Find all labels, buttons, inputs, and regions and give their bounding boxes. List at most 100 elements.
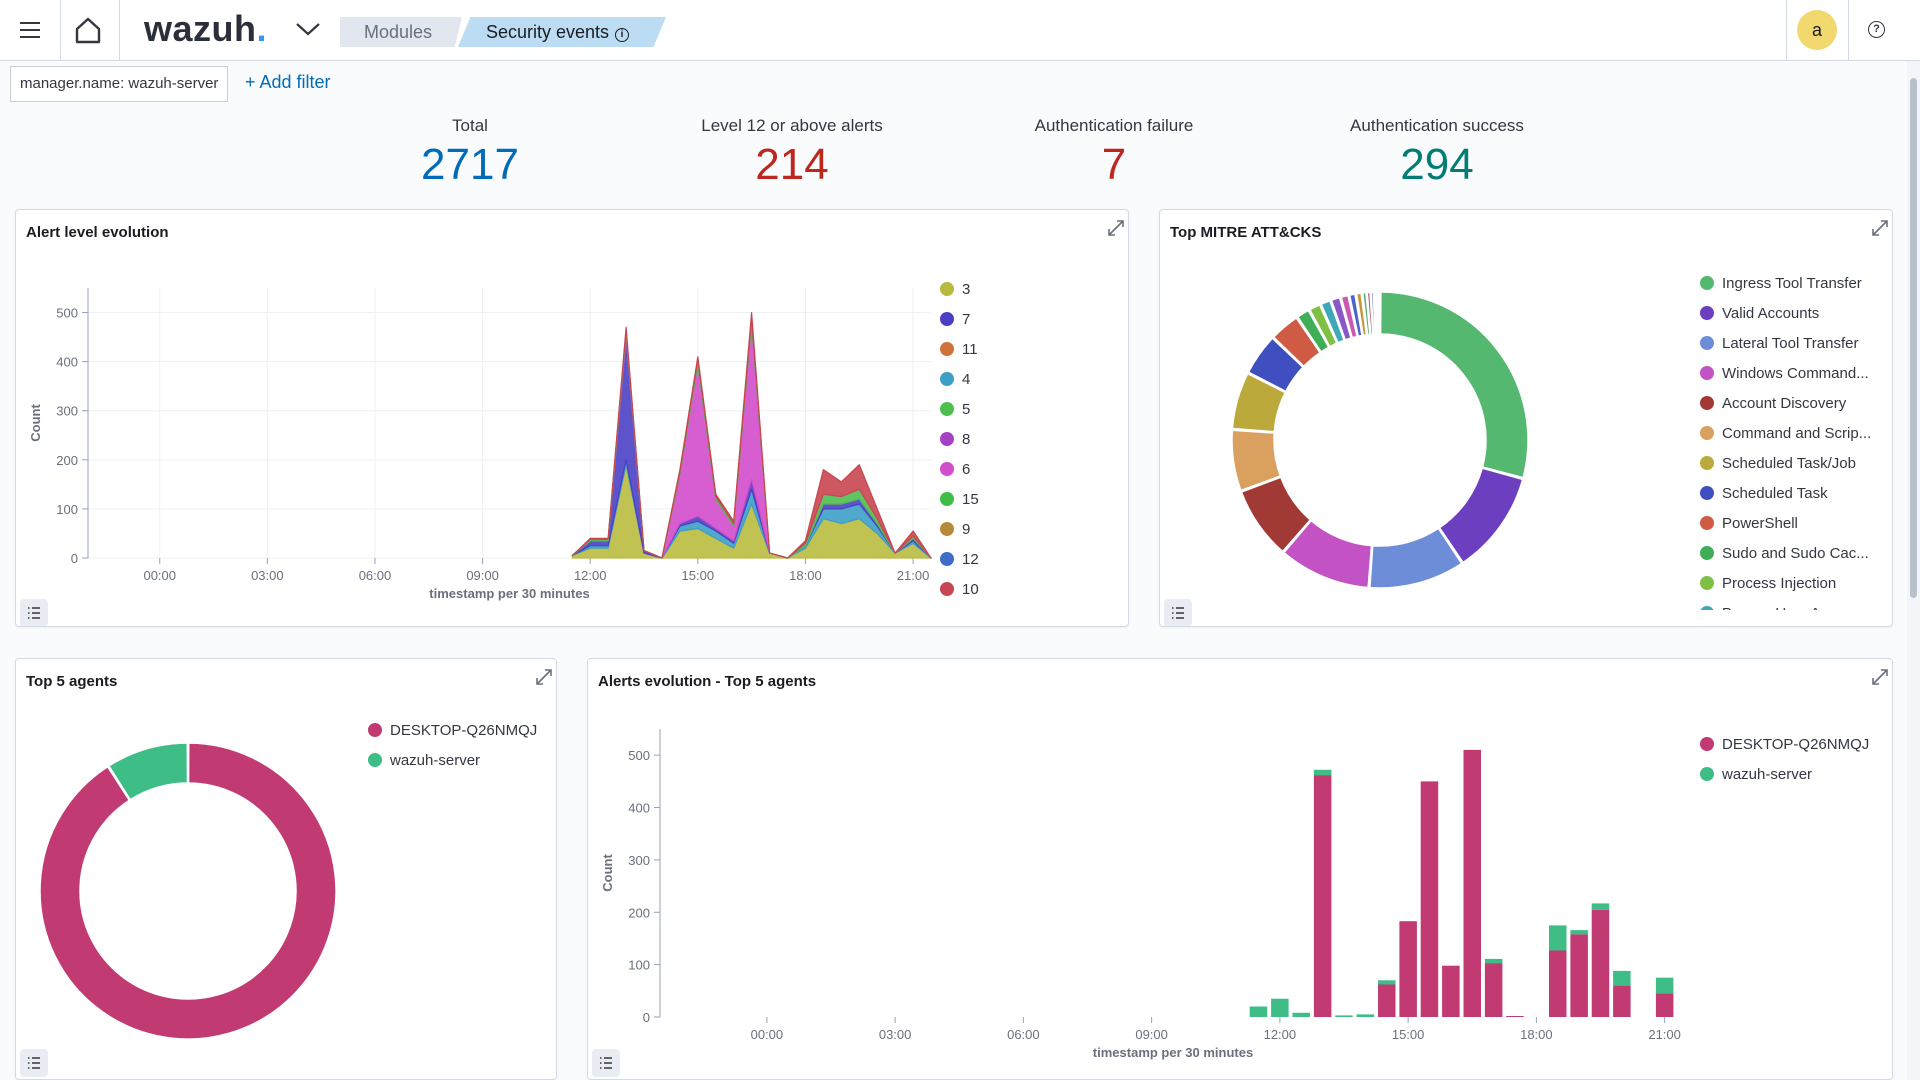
donut-slice-process-injection <box>1308 303 1338 348</box>
expand-icon[interactable] <box>1106 218 1126 238</box>
legend-item-level-8[interactable]: 8 <box>940 424 979 454</box>
panel-alerts-evolution-top-agents: Alerts evolution - Top 5 agents 0 100 200 3… <box>587 658 1893 1080</box>
breadcrumb-security-events[interactable]: Security events i <box>458 17 666 47</box>
expand-icon[interactable] <box>534 667 554 687</box>
legend-item-level-11[interactable]: 11 <box>940 334 979 364</box>
x-tick-label: 18:00 <box>1520 1027 1553 1042</box>
legend-item-mitre-8[interactable]: PowerShell <box>1700 508 1890 538</box>
x-tick-label: 00:00 <box>751 1027 784 1042</box>
expand-icon[interactable] <box>1870 218 1890 238</box>
legend-label: Bypass User Accou... <box>1722 605 1865 611</box>
legend-item-agent-wazuh-server[interactable]: wazuh-server <box>368 745 537 775</box>
bar-wazuh-server-1430 <box>1378 980 1396 985</box>
legend-item-mitre-5[interactable]: Command and Scrip... <box>1700 418 1890 448</box>
stat-value[interactable]: 214 <box>755 140 829 189</box>
bar-desktop-q26nmqj-1300 <box>1313 775 1332 1017</box>
help-icon[interactable]: ? <box>1868 21 1885 38</box>
legend-item-agent-wazuh-server[interactable]: wazuh-server <box>1700 759 1869 789</box>
info-icon[interactable]: i <box>615 28 630 42</box>
legend-item-mitre-9[interactable]: Sudo and Sudo Cac... <box>1700 538 1890 568</box>
bar-wazuh-server-1830 <box>1549 925 1567 951</box>
legend-toggle-icon[interactable] <box>1164 599 1192 626</box>
page-scrollbar-thumb[interactable] <box>1910 78 1917 598</box>
legend-label: Lateral Tool Transfer <box>1722 334 1859 352</box>
legend-item-level-9[interactable]: 9 <box>940 514 979 544</box>
x-tick-label: 21:00 <box>897 568 930 583</box>
stat-value[interactable]: 294 <box>1400 140 1474 189</box>
chevron-down-icon[interactable] <box>294 18 322 40</box>
legend-label: 12 <box>962 550 979 568</box>
legend-toggle-icon[interactable] <box>20 1049 48 1077</box>
legend-item-level-15[interactable]: 15 <box>940 484 979 514</box>
legend-label: Sudo and Sudo Cac... <box>1722 544 1869 562</box>
legend-toggle-icon[interactable] <box>592 1049 620 1077</box>
legend-color-dot <box>940 552 954 566</box>
bar-wazuh-server-2000 <box>1613 970 1631 986</box>
bar-wazuh-server-1400 <box>1356 1014 1375 1017</box>
top-agents-donut-chart <box>39 742 337 1040</box>
legend-item-mitre-4[interactable]: Account Discovery <box>1700 388 1890 418</box>
legend-item-mitre-1[interactable]: Valid Accounts <box>1700 298 1890 328</box>
donut-slice-other-3 <box>1348 293 1363 338</box>
expand-icon[interactable] <box>1870 667 1890 687</box>
legend-item-agent-desktop-q26nmqj[interactable]: DESKTOP-Q26NMQJ <box>368 715 537 745</box>
home-icon[interactable] <box>70 12 106 48</box>
x-tick-label: 15:00 <box>1392 1027 1425 1042</box>
legend-item-level-12[interactable]: 12 <box>940 544 979 574</box>
x-tick-label: 09:00 <box>1135 1027 1168 1042</box>
panel-title: Alerts evolution - Top 5 agents <box>598 673 817 690</box>
legend-color-dot <box>1700 336 1714 350</box>
legend-item-mitre-2[interactable]: Lateral Tool Transfer <box>1700 328 1890 358</box>
legend-label: 6 <box>962 460 971 478</box>
legend-item-mitre-6[interactable]: Scheduled Task/Job <box>1700 448 1890 478</box>
donut-slice-other-6 <box>1366 291 1374 336</box>
legend-color-dot <box>940 372 954 386</box>
bar-desktop-q26nmqj-1730 <box>1506 1016 1524 1017</box>
y-tick-label: 500 <box>56 306 78 321</box>
legend-item-level-4[interactable]: 4 <box>940 364 979 394</box>
legend-item-mitre-3[interactable]: Windows Command... <box>1700 358 1890 388</box>
legend-toggle-icon[interactable] <box>20 599 48 626</box>
legend-item-level-10[interactable]: 10 <box>940 574 979 604</box>
donut-slice-windows-command <box>1282 519 1373 589</box>
breadcrumb-modules[interactable]: Modules <box>340 17 462 47</box>
x-tick-label: 15:00 <box>682 568 715 583</box>
legend-label: PowerShell <box>1722 514 1798 532</box>
legend-color-dot <box>368 723 382 737</box>
stat-label: Level 12 or above alerts <box>701 116 883 135</box>
legend-item-agent-desktop-q26nmqj[interactable]: DESKTOP-Q26NMQJ <box>1700 729 1869 759</box>
breadcrumb-label: Security events <box>486 22 610 42</box>
user-avatar[interactable]: a <box>1797 10 1837 50</box>
legend-color-dot <box>940 522 954 536</box>
y-axis-title: Count <box>28 404 43 442</box>
legend-item-mitre-11[interactable]: Bypass User Accou... <box>1700 598 1890 610</box>
add-filter-button[interactable]: + Add filter <box>245 72 331 92</box>
legend-item-level-5[interactable]: 5 <box>940 394 979 424</box>
donut-slice-scheduled-task <box>1247 337 1304 393</box>
bar-wazuh-server-1130 <box>1249 1006 1268 1017</box>
legend-item-mitre-7[interactable]: Scheduled Task <box>1700 478 1890 508</box>
bar-desktop-q26nmqj-1900 <box>1570 934 1588 1017</box>
stat-value[interactable]: 7 <box>1101 140 1127 189</box>
legend-color-dot <box>1700 456 1714 470</box>
legend-item-mitre-0[interactable]: Ingress Tool Transfer <box>1700 268 1890 298</box>
legend-color-dot <box>1700 276 1714 290</box>
legend-label: 7 <box>962 310 971 328</box>
legend-color-dot <box>1700 767 1714 781</box>
divider <box>1848 0 1849 61</box>
legend-item-level-6[interactable]: 6 <box>940 454 979 484</box>
bar-desktop-q26nmqj-1930 <box>1591 909 1610 1017</box>
stat-value[interactable]: 2717 <box>421 140 519 189</box>
wazuh-logo[interactable]: wazuh. <box>144 8 268 49</box>
bar-desktop-q26nmqj-1430 <box>1378 984 1396 1017</box>
legend-item-level-7[interactable]: 7 <box>940 304 979 334</box>
donut-slice-other-1 <box>1330 296 1352 341</box>
panel-title: Top MITRE ATT&CKS <box>1170 224 1322 241</box>
alert-level-legend: 3 7 11 4 5 8 6 15 9 12 10 <box>940 274 979 604</box>
legend-item-level-3[interactable]: 3 <box>940 274 979 304</box>
hamburger-menu-icon[interactable] <box>14 14 46 46</box>
legend-item-mitre-10[interactable]: Process Injection <box>1700 568 1890 598</box>
legend-label: 5 <box>962 400 971 418</box>
filter-pill-manager-name[interactable]: manager.name: wazuh-server <box>10 66 228 102</box>
bar-wazuh-server-1330 <box>1335 1015 1353 1017</box>
